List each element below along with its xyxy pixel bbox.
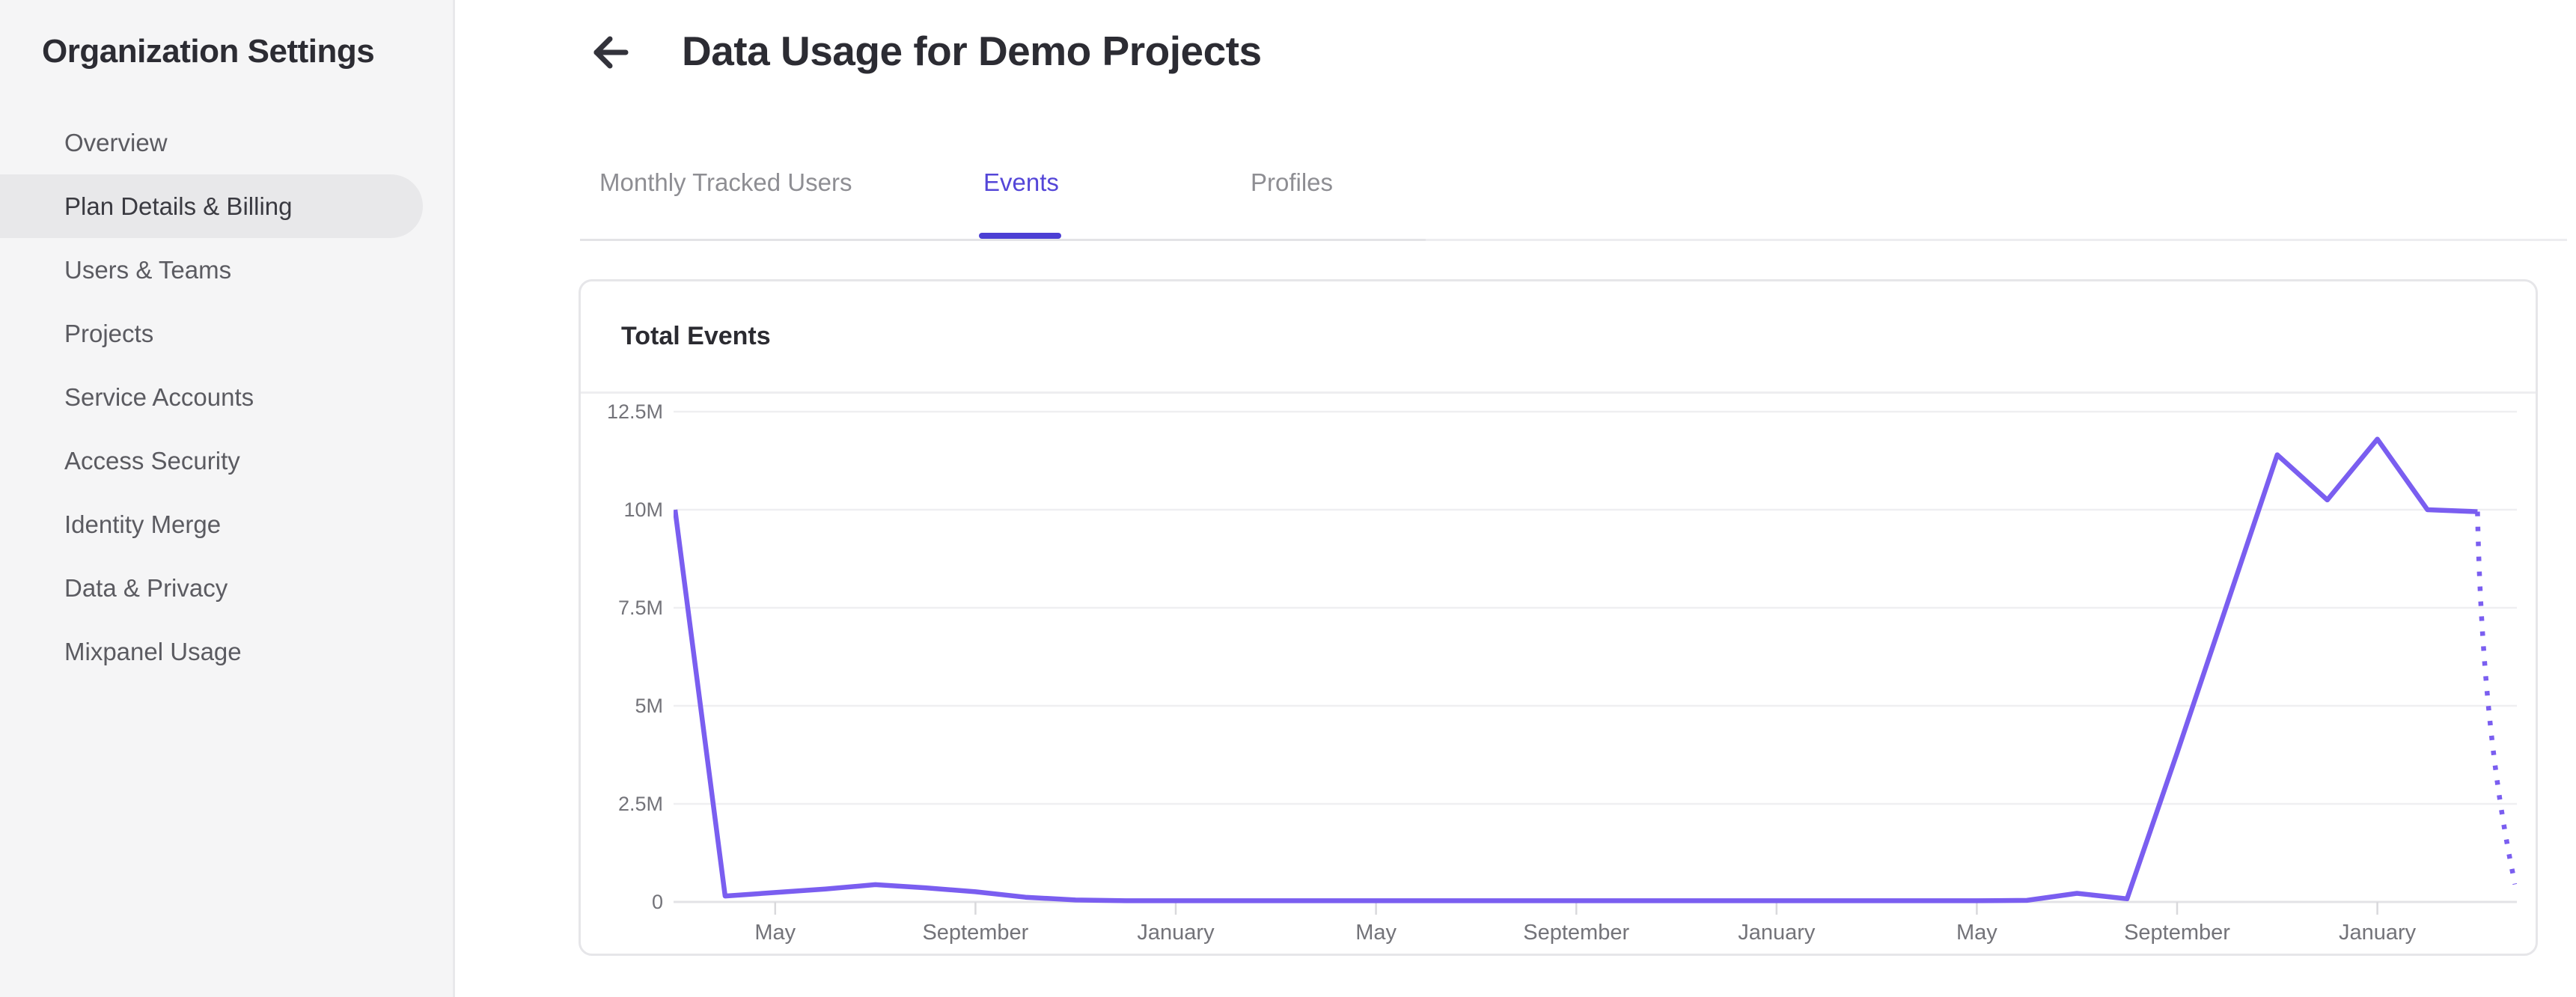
sidebar-item-overview[interactable]: Overview — [0, 111, 423, 174]
sidebar-item-identity-merge[interactable]: Identity Merge — [0, 493, 423, 556]
sidebar-item-users-teams[interactable]: Users & Teams — [0, 238, 423, 302]
x-axis-label: January — [2339, 921, 2417, 945]
tab-profiles[interactable]: Profiles — [1251, 168, 1334, 196]
total-events-card: Total Events 12.5M 10M 7.5M 5M 2.5M 0 May Septe… — [579, 279, 2538, 956]
sidebar-item-label: Access Security — [64, 446, 240, 475]
x-axis-label: September — [2124, 921, 2230, 945]
sidebar-item-mixpanel-usage[interactable]: Mixpanel Usage — [0, 620, 423, 683]
sidebar-item-label: Service Accounts — [64, 382, 254, 411]
tab-events[interactable]: Events — [983, 168, 1059, 196]
chart-line-projection-dotted — [2475, 511, 2517, 885]
sidebar-item-label: Projects — [64, 319, 154, 347]
sidebar-item-projects[interactable]: Projects — [0, 302, 423, 365]
tab-monthly-tracked-users[interactable]: Monthly Tracked Users — [599, 168, 852, 196]
y-axis-label: 12.5M — [606, 400, 663, 423]
sidebar-item-access-security[interactable]: Access Security — [0, 429, 423, 493]
arrow-left-icon — [587, 36, 632, 77]
sidebar-item-label: Mixpanel Usage — [64, 637, 242, 665]
sidebar-item-service-accounts[interactable]: Service Accounts — [0, 365, 423, 429]
x-axis-label: May — [754, 921, 796, 945]
sidebar-item-data-privacy[interactable]: Data & Privacy — [0, 556, 423, 620]
y-axis-label: 7.5M — [617, 597, 663, 619]
sidebar: Organization Settings Overview Plan Detai… — [0, 0, 455, 997]
sidebar-item-label: Data & Privacy — [64, 573, 228, 602]
y-axis-label: 5M — [635, 695, 663, 717]
chart-plot-area — [674, 410, 2517, 915]
card-title-divider — [581, 391, 2536, 394]
active-tab-underline — [979, 233, 1061, 239]
y-axis-label: 10M — [623, 498, 663, 521]
page-title: Data Usage for Demo Projects — [682, 28, 1262, 74]
card-title: Total Events — [621, 322, 771, 350]
sidebar-item-label: Users & Teams — [64, 255, 232, 284]
sidebar-item-label: Plan Details & Billing — [64, 192, 293, 220]
sidebar-item-plan-details-billing[interactable]: Plan Details & Billing — [0, 174, 423, 238]
x-axis-label: September — [922, 921, 1029, 945]
sidebar-title: Organization Settings — [42, 33, 375, 70]
sidebar-item-label: Overview — [64, 128, 168, 156]
x-axis-label: January — [1137, 921, 1215, 945]
x-axis-label: May — [1355, 921, 1397, 945]
main-content: Data Usage for Demo Projects Monthly Tra… — [457, 0, 2576, 997]
sidebar-item-label: Identity Merge — [64, 510, 222, 538]
sidebar-nav: Overview Plan Details & Billing Users & Te… — [0, 111, 455, 683]
x-axis-label: May — [1956, 921, 1997, 945]
x-axis-label: September — [1523, 921, 1630, 945]
tabs-divider-dark-segment — [580, 239, 1426, 241]
x-axis-label: January — [1738, 921, 1816, 945]
y-axis-label: 0 — [651, 891, 663, 913]
back-button[interactable] — [587, 30, 632, 75]
chart-line-total-events — [674, 436, 2478, 903]
tabs-divider — [580, 239, 2567, 241]
y-axis-label: 2.5M — [617, 793, 663, 815]
